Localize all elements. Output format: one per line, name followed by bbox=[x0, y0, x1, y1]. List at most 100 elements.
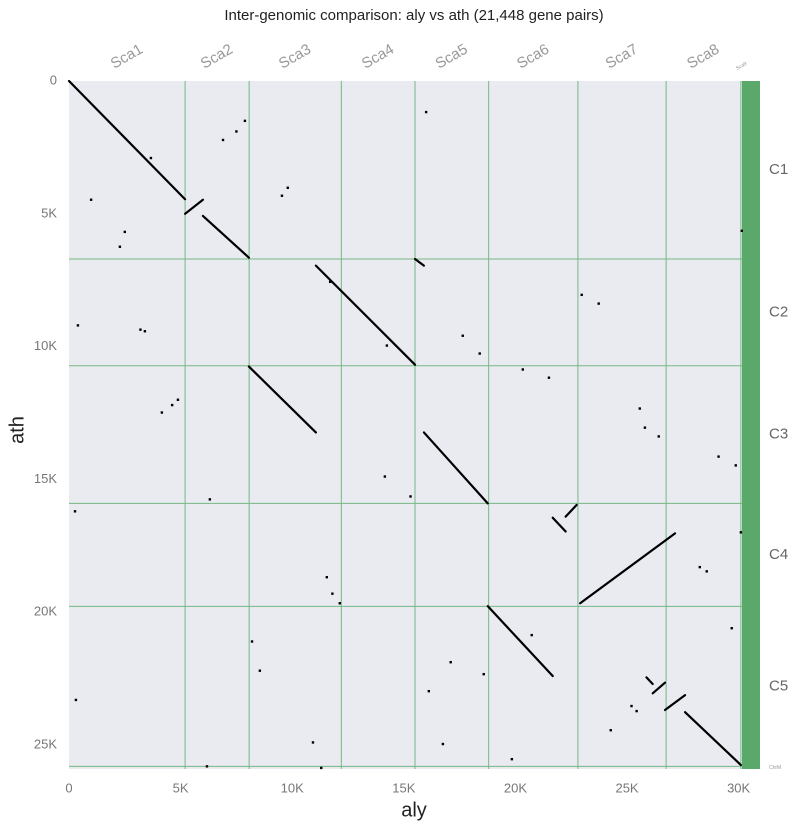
gene-pair-point bbox=[139, 328, 142, 331]
x-group-label: Sca4 bbox=[359, 41, 397, 73]
x-tick-label: 0 bbox=[65, 780, 72, 795]
x-axis-label: aly bbox=[401, 799, 427, 821]
gene-pair-point bbox=[338, 602, 341, 605]
gene-pair-point bbox=[449, 661, 452, 664]
synteny-segment bbox=[683, 711, 742, 767]
gene-pair-point bbox=[630, 704, 633, 708]
x-tick-label: 5K bbox=[173, 780, 189, 795]
gene-pair-point bbox=[698, 565, 702, 569]
y-tick-label: 5K bbox=[41, 205, 57, 220]
y-tick-label: 20K bbox=[34, 604, 57, 619]
gene-pair-point bbox=[580, 293, 583, 297]
x-group-label: Sca7 bbox=[603, 41, 641, 73]
gene-pair-point bbox=[286, 186, 289, 189]
gene-pair-point bbox=[170, 403, 174, 407]
gene-pair-point bbox=[243, 119, 247, 123]
gene-pair-point bbox=[597, 302, 600, 305]
synteny-segment bbox=[201, 214, 251, 259]
x-group-label: Sca3 bbox=[276, 41, 314, 73]
gene-pair-point bbox=[205, 765, 209, 768]
x-tick-label: 25K bbox=[615, 780, 638, 795]
gene-pair-point bbox=[740, 229, 743, 233]
gene-pair-point bbox=[89, 198, 93, 201]
gene-pair-point bbox=[730, 627, 733, 630]
y-group-label: C5 bbox=[769, 677, 788, 694]
gene-pair-point bbox=[325, 576, 329, 579]
gene-pair-point bbox=[73, 510, 77, 513]
gene-pair-point bbox=[705, 570, 708, 573]
gene-pair-point bbox=[409, 495, 412, 498]
synteny-segment bbox=[564, 503, 578, 518]
synteny-segment bbox=[651, 681, 667, 695]
gene-pair-point bbox=[143, 330, 147, 333]
y-tick-label: 10K bbox=[34, 338, 57, 353]
y-axis-label: ath bbox=[6, 416, 28, 444]
gene-pair-point bbox=[427, 689, 431, 693]
gene-pair-point bbox=[478, 352, 481, 355]
gene-pair-point bbox=[76, 324, 80, 327]
gene-pair-point bbox=[734, 464, 737, 467]
gene-pair-point bbox=[280, 194, 284, 197]
gene-pair-point bbox=[441, 742, 445, 746]
x-group-label: Sca9 bbox=[735, 61, 748, 72]
x-tick-label: 15K bbox=[392, 780, 415, 795]
y-tick-label: 0 bbox=[50, 72, 57, 87]
synteny-segment bbox=[486, 605, 554, 678]
synteny-segment bbox=[422, 431, 489, 505]
y-group-label: C3 bbox=[769, 426, 788, 443]
x-tick-label: 10K bbox=[281, 780, 304, 795]
synteny-segment bbox=[579, 532, 677, 605]
gene-pair-point bbox=[635, 709, 638, 713]
x-tick-label: 20K bbox=[504, 780, 527, 795]
y-group-label: ChrM bbox=[769, 765, 781, 771]
gene-pair-point bbox=[221, 138, 225, 142]
synteny-segment bbox=[663, 694, 687, 712]
synteny-segment bbox=[247, 365, 317, 434]
synteny-segment bbox=[67, 79, 187, 201]
synteny-segment bbox=[314, 264, 417, 366]
x-group-label: Sca1 bbox=[108, 41, 146, 73]
gene-pair-point bbox=[118, 245, 122, 248]
gene-pair-point bbox=[328, 280, 332, 284]
gene-pair-point bbox=[331, 592, 334, 595]
gene-pair-point bbox=[461, 334, 464, 337]
gene-pair-point bbox=[530, 633, 533, 637]
gene-pair-point bbox=[320, 766, 323, 770]
y-group-label: C2 bbox=[769, 303, 788, 320]
y-group-label: C4 bbox=[769, 546, 788, 563]
x-tick-label: 30K bbox=[727, 780, 750, 795]
y-tick-label: 25K bbox=[34, 737, 57, 752]
gene-pair-point bbox=[250, 640, 254, 643]
gene-pair-point bbox=[149, 156, 153, 160]
gene-pair-point bbox=[385, 344, 389, 347]
synteny-segment bbox=[551, 516, 567, 533]
gene-pair-point bbox=[547, 376, 551, 379]
gene-pair-point bbox=[176, 398, 180, 401]
gene-pair-point bbox=[311, 741, 315, 744]
y-tick-label: 15K bbox=[34, 471, 57, 486]
gene-pair-point bbox=[510, 757, 514, 761]
gene-pair-point bbox=[739, 531, 743, 534]
gene-pair-point bbox=[638, 407, 641, 410]
gene-pair-point bbox=[235, 130, 238, 133]
synteny-segment bbox=[183, 198, 205, 215]
y-group-label: C1 bbox=[769, 161, 788, 178]
synteny-segment bbox=[413, 257, 426, 267]
synteny-segment bbox=[645, 676, 654, 686]
x-group-label: Sca8 bbox=[684, 41, 722, 73]
gene-pair-point bbox=[521, 368, 525, 371]
x-group-label: Sca5 bbox=[432, 41, 470, 73]
gene-pair-point bbox=[208, 498, 212, 501]
gene-pair-point bbox=[258, 669, 262, 672]
chromosome-band bbox=[742, 81, 760, 769]
chart-title: Inter-genomic comparison: aly vs ath (21… bbox=[224, 7, 603, 24]
gene-pair-point bbox=[123, 230, 127, 234]
gene-pair-point bbox=[160, 411, 164, 414]
gene-pair-point bbox=[482, 672, 485, 676]
x-group-label: Sca2 bbox=[198, 41, 236, 73]
x-group-label: Sca6 bbox=[514, 41, 552, 73]
gene-pair-point bbox=[657, 435, 660, 438]
gene-pair-point bbox=[643, 426, 647, 429]
gene-pair-point bbox=[424, 110, 428, 114]
